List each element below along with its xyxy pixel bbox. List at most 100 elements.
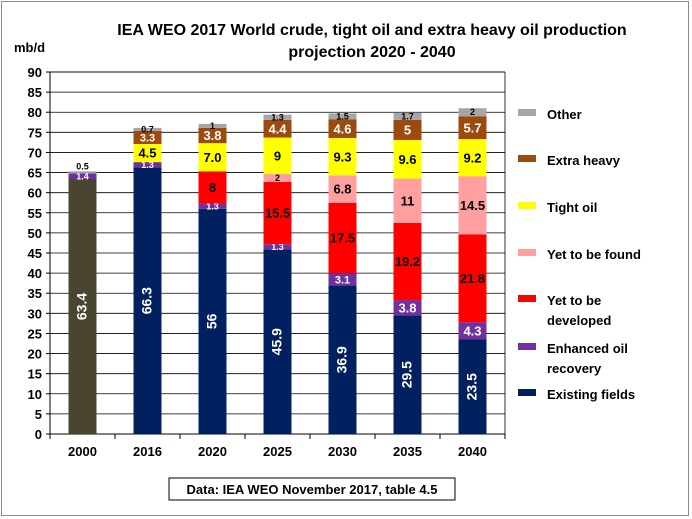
y-tick-label: 80	[28, 105, 42, 120]
other-bar-2030	[328, 113, 357, 120]
y-tick-label: 20	[28, 347, 42, 362]
x-tick-label: 2030	[328, 444, 357, 459]
legend-swatch	[518, 295, 536, 302]
other-value-label: 2	[470, 107, 475, 117]
y-tick-label: 25	[28, 326, 42, 341]
enhanced-oil-recovery-value-label: 3.8	[398, 300, 416, 315]
enhanced-oil-recovery-bar-2020	[198, 203, 227, 209]
extra-heavy-bar-2020	[198, 127, 227, 144]
enhanced-oil-recovery-value-label: 1.3	[271, 242, 284, 252]
enhanced-oil-recovery-bar-2035	[393, 300, 422, 316]
legend: Other Extra heavy Tight oil Yet to be found…	[518, 107, 641, 402]
legend-label: Enhanced oil	[547, 341, 628, 356]
legend-label: Tight oil	[547, 200, 597, 215]
tight-oil-bar-2020	[198, 143, 227, 172]
other-bar-2025	[263, 114, 292, 120]
tight-oil-bar-2025	[263, 137, 292, 174]
legend-label: Yet to be	[547, 293, 601, 308]
legend-label: Extra heavy	[547, 153, 621, 168]
extra-heavy-value-label: 3.3	[140, 132, 155, 144]
extra-heavy-bar-2025	[263, 119, 292, 138]
yet-to-be-found-bar-2030	[328, 175, 357, 203]
y-tick-label: 70	[28, 145, 42, 160]
existing-fields-value-label: 23.5	[464, 373, 480, 400]
eor-2000-value-label: 1.4	[76, 171, 89, 181]
y-axis-unit: mb/d	[14, 40, 45, 55]
existing-fields-bar-2035	[393, 315, 422, 434]
tight-oil-bar-2030	[328, 137, 357, 176]
y-tick-label: 65	[28, 166, 42, 181]
y-tick-label: 35	[28, 286, 42, 301]
extra-heavy-value-label: 4.6	[333, 121, 351, 136]
y-tick-label: 50	[28, 226, 42, 241]
existing-fields-bar-2040	[458, 339, 487, 434]
enhanced-oil-recovery-value-label: 1.3	[206, 201, 219, 211]
yet-to-be-developed-value-label: 17.5	[330, 231, 355, 246]
yet-to-be-developed-bar-2030	[328, 202, 357, 274]
existing-fields-value-label: 56	[204, 313, 220, 329]
yet-to-be-developed-value-label: 8	[209, 180, 216, 195]
yet-to-be-developed-value-label: 15.5	[265, 206, 290, 221]
legend-swatch	[518, 389, 536, 396]
other-value-label: 1.5	[336, 111, 349, 121]
legend-label: Yet to be found	[547, 247, 641, 262]
extra-heavy-bar-2016	[133, 130, 162, 144]
extra-heavy-bar-2035	[393, 119, 422, 140]
enhanced-oil-recovery-bar-2016	[133, 162, 162, 168]
legend-swatch	[518, 155, 536, 162]
existing-fields-bar-2016	[133, 167, 162, 434]
yet-to-be-found-value-label: 6.8	[333, 182, 351, 197]
y-tick-label: 40	[28, 266, 42, 281]
total-2000-value-label: 63.4	[74, 293, 90, 320]
x-tick-label: 2016	[133, 444, 162, 459]
y-tick-label: 45	[28, 246, 42, 261]
yet-to-be-developed-bar-2020	[198, 171, 227, 204]
enhanced-oil-recovery-bar-2025	[263, 244, 292, 250]
yet-to-be-developed-bar-2040	[458, 234, 487, 323]
x-tick-label: 2000	[68, 444, 97, 459]
y-tick-label: 10	[28, 387, 42, 402]
source-note-box: Data: IEA WEO November 2017, table 4.5	[168, 477, 456, 501]
existing-fields-value-label: 36.9	[334, 346, 350, 373]
chart-title-line2: projection 2020 - 2040	[288, 44, 455, 61]
total-2000-bar-2000	[68, 178, 97, 434]
x-tick-label: 2040	[458, 444, 487, 459]
existing-fields-value-label: 29.5	[399, 361, 415, 388]
tight-oil-value-label: 9.6	[398, 152, 416, 167]
legend-label: Other	[547, 107, 582, 122]
legend-swatch	[518, 202, 536, 209]
eor-2000-bar-2000	[68, 173, 97, 179]
existing-fields-bar-2025	[263, 249, 292, 434]
existing-fields-bar-2030	[328, 285, 357, 434]
y-tick-label: 90	[28, 65, 42, 80]
other-2000-bar	[68, 171, 97, 174]
legend-swatch	[518, 343, 536, 350]
y-tick-label: 60	[28, 186, 42, 201]
yet-to-be-found-value-label: 11	[401, 193, 415, 208]
tight-oil-value-label: 9.2	[463, 150, 481, 165]
other-value-label: 1.7	[401, 111, 414, 121]
tight-oil-bar-2016	[133, 143, 162, 163]
legend-label: Existing fields	[547, 387, 635, 402]
axes: 0510152025303540455055606570758085902000…	[28, 65, 506, 459]
existing-fields-value-label: 45.9	[269, 328, 285, 355]
enhanced-oil-recovery-bar-2030	[328, 273, 357, 286]
yet-to-be-found-value-label: 2	[275, 173, 280, 183]
other-bar-2020	[198, 123, 227, 128]
enhanced-oil-recovery-value-label: 1.3	[141, 160, 154, 170]
extra-heavy-value-label: 5.7	[463, 120, 481, 135]
x-tick-label: 2025	[263, 444, 292, 459]
legend-label: developed	[547, 313, 611, 328]
existing-fields-value-label: 66.3	[139, 287, 155, 314]
chart-title-line1: IEA WEO 2017 World crude, tight oil and …	[117, 22, 626, 39]
yet-to-be-found-value-label: 14.5	[460, 198, 485, 213]
tight-oil-bar-2035	[393, 139, 422, 179]
existing-fields-bar-2020	[198, 208, 227, 434]
other-bar-2016	[133, 127, 162, 131]
other-bar-2040	[458, 108, 487, 117]
legend-swatch	[518, 109, 536, 116]
legend-label: recovery	[547, 361, 602, 376]
source-note: Data: IEA WEO November 2017, table 4.5	[187, 482, 438, 497]
yet-to-be-developed-value-label: 21.8	[460, 271, 485, 286]
